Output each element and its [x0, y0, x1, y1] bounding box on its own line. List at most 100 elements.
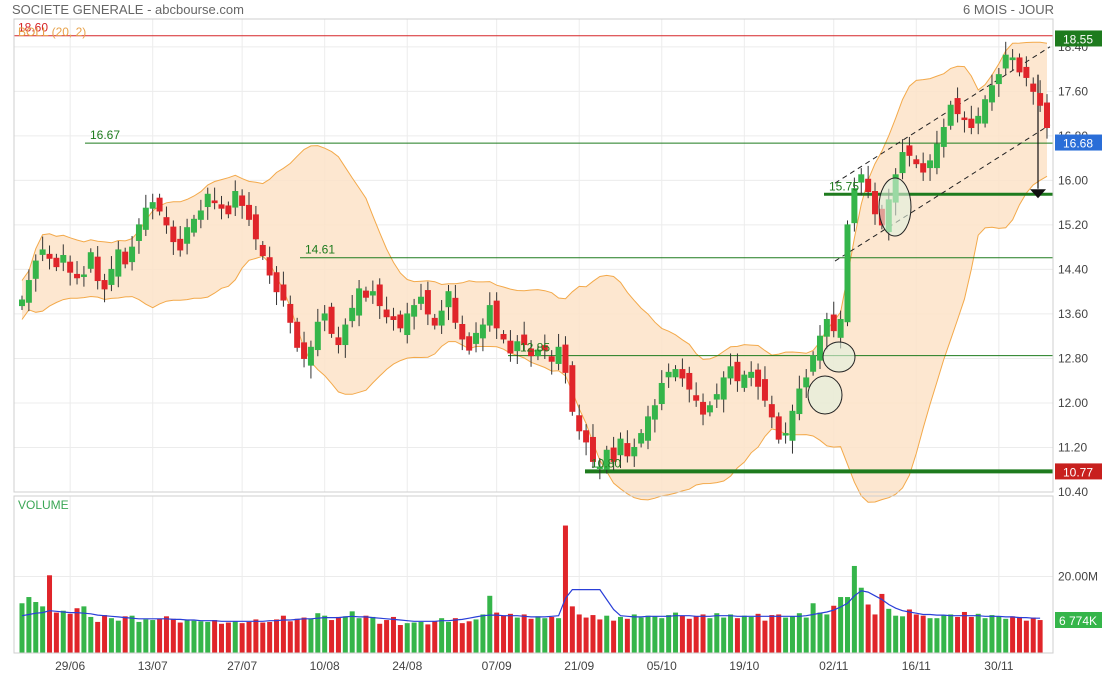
- volume-badge-text: 6 774K: [1059, 614, 1097, 628]
- volume-bar: [686, 618, 692, 653]
- volume-bar: [734, 618, 740, 653]
- candle-body: [651, 405, 658, 420]
- candle-body: [445, 291, 452, 308]
- candle-body: [658, 382, 665, 405]
- volume-bar: [913, 614, 919, 653]
- volume-bar: [487, 595, 493, 653]
- volume-bar: [721, 617, 727, 653]
- candle-body: [1044, 102, 1050, 129]
- y-tick-label: 10.40: [1058, 485, 1088, 499]
- candle-body: [328, 306, 335, 334]
- volume-bar: [439, 618, 445, 653]
- volume-bar: [280, 615, 286, 653]
- volume-bar: [961, 611, 967, 653]
- y-tick-label: 16.00: [1058, 173, 1088, 187]
- candle-body: [872, 191, 879, 215]
- price-badge-text: 18.55: [1063, 32, 1093, 46]
- volume-bar: [246, 621, 252, 653]
- price-badge-text: 16.68: [1063, 137, 1093, 151]
- candle-body: [686, 372, 693, 390]
- chart-title: SOCIETE GENERALE - abcbourse.com: [12, 2, 244, 17]
- candle-body: [108, 268, 115, 285]
- volume-bar: [934, 618, 940, 653]
- volume-bar: [955, 616, 961, 653]
- period-label[interactable]: 6 MOIS - JOUR: [962, 2, 1054, 17]
- candle-body: [417, 296, 424, 304]
- candle-body: [713, 394, 720, 400]
- candle-body: [913, 159, 920, 165]
- candle-body: [53, 257, 60, 268]
- indicator-label: BOLL (20, 2): [18, 25, 86, 39]
- volume-bar: [232, 621, 238, 653]
- candle-body: [927, 160, 934, 169]
- candle-body: [947, 104, 954, 126]
- candle-body: [94, 256, 101, 282]
- candle-body: [473, 332, 480, 344]
- candle-body: [803, 377, 810, 388]
- volume-bar: [666, 615, 672, 653]
- candle-body: [782, 433, 789, 436]
- volume-plot-frame: [13, 495, 1054, 654]
- volume-bars: [19, 525, 1043, 653]
- volume-bar: [225, 622, 231, 653]
- volume-bar: [370, 616, 376, 653]
- volume-bar: [253, 619, 259, 653]
- candle-body: [314, 321, 321, 351]
- volume-bar: [494, 612, 500, 653]
- y-tick-label: 11.20: [1058, 440, 1087, 454]
- horizontal-line-label: 16.67: [90, 128, 120, 142]
- bollinger-fill: [22, 42, 1047, 503]
- y-tick-label: 13.60: [1058, 307, 1088, 321]
- volume-bar: [19, 603, 25, 653]
- volume-bar: [129, 615, 135, 653]
- volume-bar: [645, 615, 651, 653]
- volume-bar: [783, 617, 789, 653]
- candle-body: [865, 178, 872, 193]
- candle-body: [225, 205, 232, 215]
- candle-body: [665, 371, 672, 378]
- horizontal-line-label: 18.60: [18, 21, 48, 35]
- candle-body: [115, 249, 122, 277]
- candle-body: [562, 344, 569, 373]
- volume-bar: [418, 621, 424, 653]
- horizontal-line-label: 14.61: [305, 243, 335, 257]
- volume-bar: [693, 616, 699, 653]
- volume-badge: [1055, 612, 1102, 628]
- volume-bar: [948, 614, 954, 653]
- candle-body: [356, 288, 363, 316]
- volume-bar: [136, 621, 142, 653]
- candle-body: [596, 466, 603, 469]
- volume-bar: [549, 616, 555, 653]
- volume-bar: [872, 614, 878, 653]
- candle-body: [521, 334, 528, 346]
- price-badge: [1055, 463, 1102, 480]
- candle-body: [301, 342, 308, 359]
- candle-body: [369, 291, 376, 296]
- volume-bar: [384, 620, 390, 653]
- x-tick-label: 24/08: [392, 659, 422, 673]
- horizontal-line-label: 10.80: [591, 456, 621, 470]
- volume-bar: [315, 613, 321, 653]
- volume-ma-line: [21, 589, 1041, 622]
- volume-bar: [803, 617, 809, 653]
- x-tick-label: 10/08: [310, 659, 340, 673]
- volume-bar: [900, 616, 906, 653]
- candle-body: [830, 314, 837, 332]
- volume-bar: [163, 616, 169, 653]
- labels: 18.4017.6016.8016.0015.2014.4013.6012.80…: [18, 21, 1102, 673]
- volume-bar: [287, 621, 293, 653]
- volume-bar: [1023, 620, 1029, 653]
- annotation-circle: [878, 177, 912, 237]
- candle-body: [1009, 57, 1016, 61]
- candle-body: [452, 297, 459, 323]
- volume-tick-label: 20.00M: [1058, 570, 1098, 584]
- volume-bar: [604, 615, 610, 653]
- volume-bar: [218, 623, 224, 653]
- volume-bar: [617, 616, 623, 653]
- candle-body: [218, 204, 225, 209]
- candle-body: [748, 371, 755, 378]
- candle-body: [899, 152, 906, 174]
- candle-body: [349, 307, 356, 322]
- volume-bar: [452, 618, 458, 653]
